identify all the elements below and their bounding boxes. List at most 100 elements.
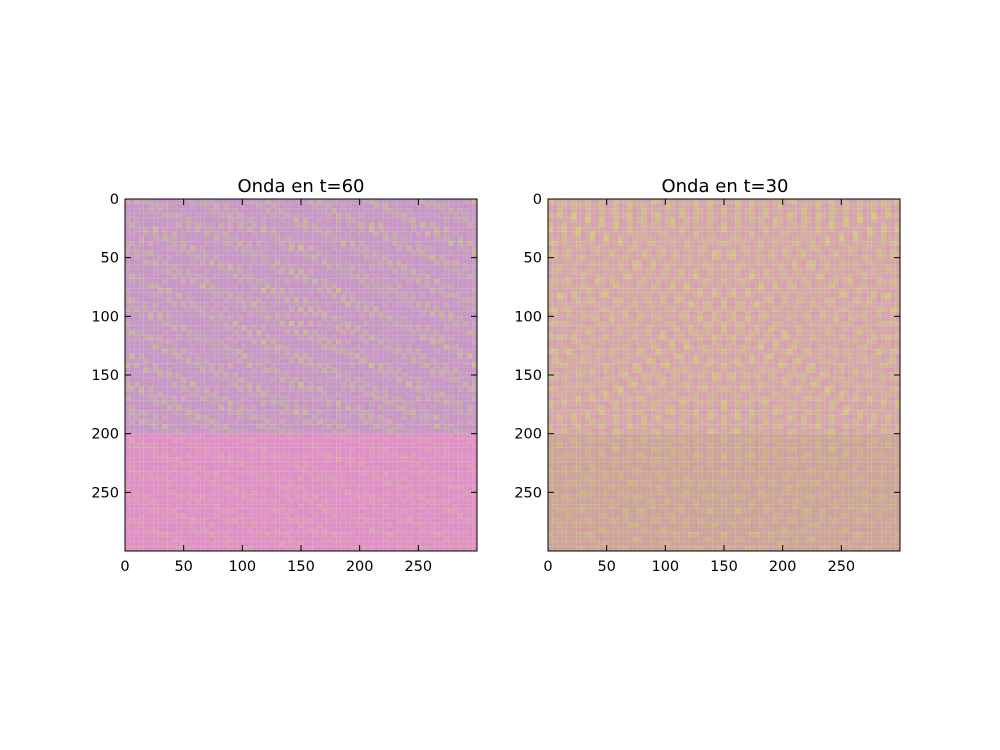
heatmap-cell xyxy=(148,199,154,204)
heatmap-cell xyxy=(157,335,163,340)
heatmap-cell xyxy=(162,203,168,209)
heatmap-cell xyxy=(392,447,398,453)
heatmap-cell xyxy=(275,504,280,509)
heatmap-cell xyxy=(171,499,177,505)
heatmap-cell xyxy=(270,222,276,228)
heatmap-cell xyxy=(434,311,440,317)
heatmap-cell xyxy=(444,499,449,505)
heatmap-cell xyxy=(359,386,365,392)
heatmap-cell xyxy=(242,236,248,242)
heatmap-cell xyxy=(195,269,201,275)
heatmap-cell xyxy=(308,269,313,275)
heatmap-cell xyxy=(467,283,473,289)
heatmap-cell xyxy=(392,386,398,392)
heatmap-cell xyxy=(261,480,266,486)
heatmap-cell xyxy=(340,414,346,420)
heatmap-cell xyxy=(298,372,304,378)
heatmap-cell xyxy=(458,443,463,448)
heatmap-cell xyxy=(439,330,445,336)
heatmap-cell xyxy=(186,391,191,397)
heatmap-cell xyxy=(326,278,332,284)
heatmap-cell xyxy=(167,339,172,345)
heatmap-cell xyxy=(232,321,238,326)
heatmap-cell xyxy=(190,367,196,373)
heatmap-cell xyxy=(209,260,215,265)
heatmap-cell xyxy=(472,377,477,383)
heatmap-cell xyxy=(322,227,327,232)
heatmap-cell xyxy=(336,382,341,387)
heatmap-cell xyxy=(275,274,280,279)
heatmap-cell xyxy=(171,396,177,401)
heatmap-cell xyxy=(279,269,285,275)
heatmap-cell xyxy=(279,288,285,293)
heatmap-cell xyxy=(453,367,459,373)
heatmap-cell xyxy=(162,438,168,444)
heatmap-cell xyxy=(143,297,149,303)
heatmap-cell xyxy=(176,433,182,439)
heatmap-cell xyxy=(378,344,384,350)
heatmap-cell xyxy=(378,321,384,326)
heatmap-cell xyxy=(383,278,388,284)
heatmap-cell xyxy=(472,330,477,336)
heatmap-cell xyxy=(467,353,473,359)
heatmap-cell xyxy=(157,306,163,312)
heatmap-cell xyxy=(143,438,149,444)
heatmap-cell xyxy=(364,335,370,340)
heatmap-cell xyxy=(223,457,229,462)
heatmap-cell xyxy=(148,325,154,331)
heatmap-cell xyxy=(209,330,215,336)
heatmap-cell xyxy=(439,241,445,246)
heatmap-cell xyxy=(439,466,445,472)
heatmap-cell xyxy=(378,372,384,378)
heatmap-cell xyxy=(345,236,351,242)
heatmap-cell xyxy=(171,231,177,237)
heatmap-cell xyxy=(181,377,187,383)
heatmap-cell xyxy=(209,466,215,472)
heatmap-cell xyxy=(312,203,318,209)
heatmap-cell xyxy=(195,255,201,261)
heatmap-cell xyxy=(411,353,416,359)
heatmap-cell xyxy=(387,485,393,490)
heatmap-cell xyxy=(214,480,219,486)
heatmap-cell xyxy=(350,447,355,453)
heatmap-cell xyxy=(270,302,276,307)
heatmap-cell xyxy=(242,405,248,411)
heatmap-cell xyxy=(472,396,477,401)
heatmap-cell xyxy=(289,433,294,439)
heatmap-cell xyxy=(228,288,233,293)
heatmap-cell xyxy=(143,269,149,275)
heatmap-cell xyxy=(148,457,154,462)
heatmap-cell xyxy=(176,471,182,476)
heatmap-cell xyxy=(425,325,431,331)
heatmap-cell xyxy=(275,433,280,439)
heatmap-cell xyxy=(204,316,210,322)
heatmap-cell xyxy=(247,292,252,298)
heatmap-cell xyxy=(350,353,355,359)
heatmap-cell xyxy=(369,363,374,368)
heatmap-cell xyxy=(275,325,280,331)
heatmap-cell xyxy=(359,250,365,256)
heatmap-cell xyxy=(232,344,238,350)
heatmap-cell xyxy=(176,461,182,467)
heatmap-cell xyxy=(340,330,346,336)
heatmap-cell xyxy=(354,405,360,411)
heatmap-cell xyxy=(139,208,144,214)
heatmap-cell xyxy=(162,321,168,326)
heatmap-cell xyxy=(293,367,299,373)
heatmap-cell xyxy=(458,264,463,270)
heatmap-cell xyxy=(270,241,276,246)
heatmap-cell xyxy=(387,396,393,401)
heatmap-cell xyxy=(298,222,304,228)
heatmap-cell xyxy=(415,480,421,486)
heatmap-cell xyxy=(350,245,355,251)
heatmap-cell xyxy=(308,264,313,270)
heatmap-cell xyxy=(354,335,360,340)
heatmap-cell xyxy=(232,396,238,401)
heatmap-cell xyxy=(237,302,243,307)
heatmap-cell xyxy=(232,438,238,444)
heatmap-cell xyxy=(364,424,370,429)
heatmap-cell xyxy=(444,400,449,406)
heatmap-cell xyxy=(134,297,140,303)
heatmap-cell xyxy=(420,330,426,336)
heatmap-cell xyxy=(153,222,158,228)
